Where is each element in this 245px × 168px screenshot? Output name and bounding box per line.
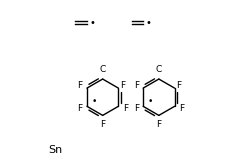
Text: F: F xyxy=(176,81,182,90)
Text: F: F xyxy=(179,104,184,113)
Text: F: F xyxy=(100,120,105,129)
Text: •: • xyxy=(148,97,153,107)
Text: F: F xyxy=(134,104,139,113)
Text: F: F xyxy=(134,81,139,90)
Text: •: • xyxy=(146,18,151,28)
Text: F: F xyxy=(77,104,83,113)
Text: F: F xyxy=(77,81,83,90)
Text: F: F xyxy=(123,104,128,113)
Text: •: • xyxy=(92,97,97,107)
Text: •: • xyxy=(89,18,95,28)
Text: F: F xyxy=(156,120,161,129)
Text: F: F xyxy=(120,81,125,90)
Text: C: C xyxy=(99,65,106,74)
Text: Sn: Sn xyxy=(48,145,62,155)
Text: C: C xyxy=(156,65,162,74)
